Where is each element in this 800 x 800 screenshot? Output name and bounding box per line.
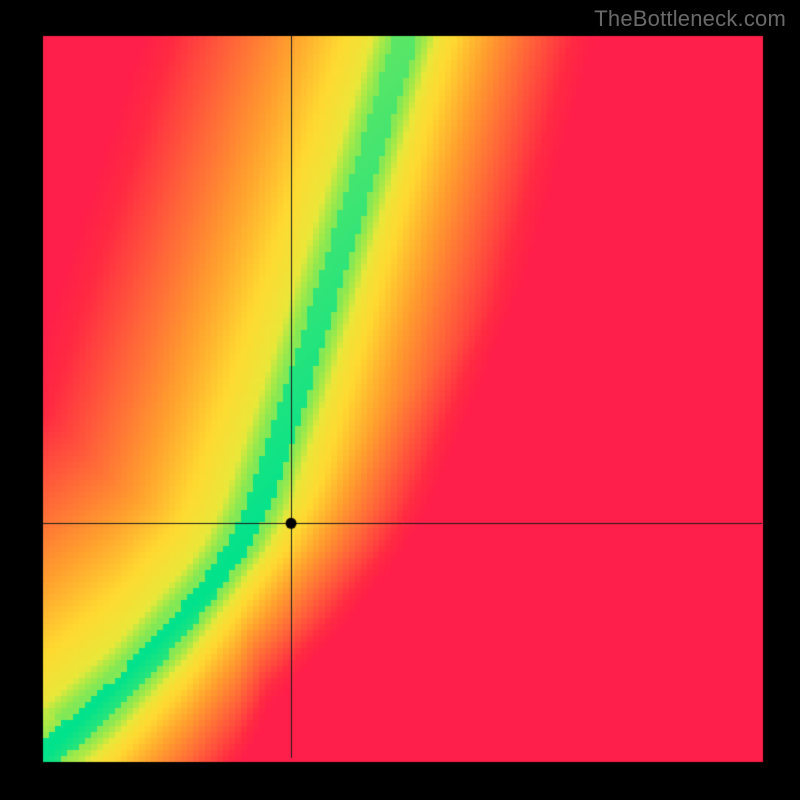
watermark-text: TheBottleneck.com [594,6,786,32]
chart-container: TheBottleneck.com [0,0,800,800]
heatmap-canvas [0,0,800,800]
